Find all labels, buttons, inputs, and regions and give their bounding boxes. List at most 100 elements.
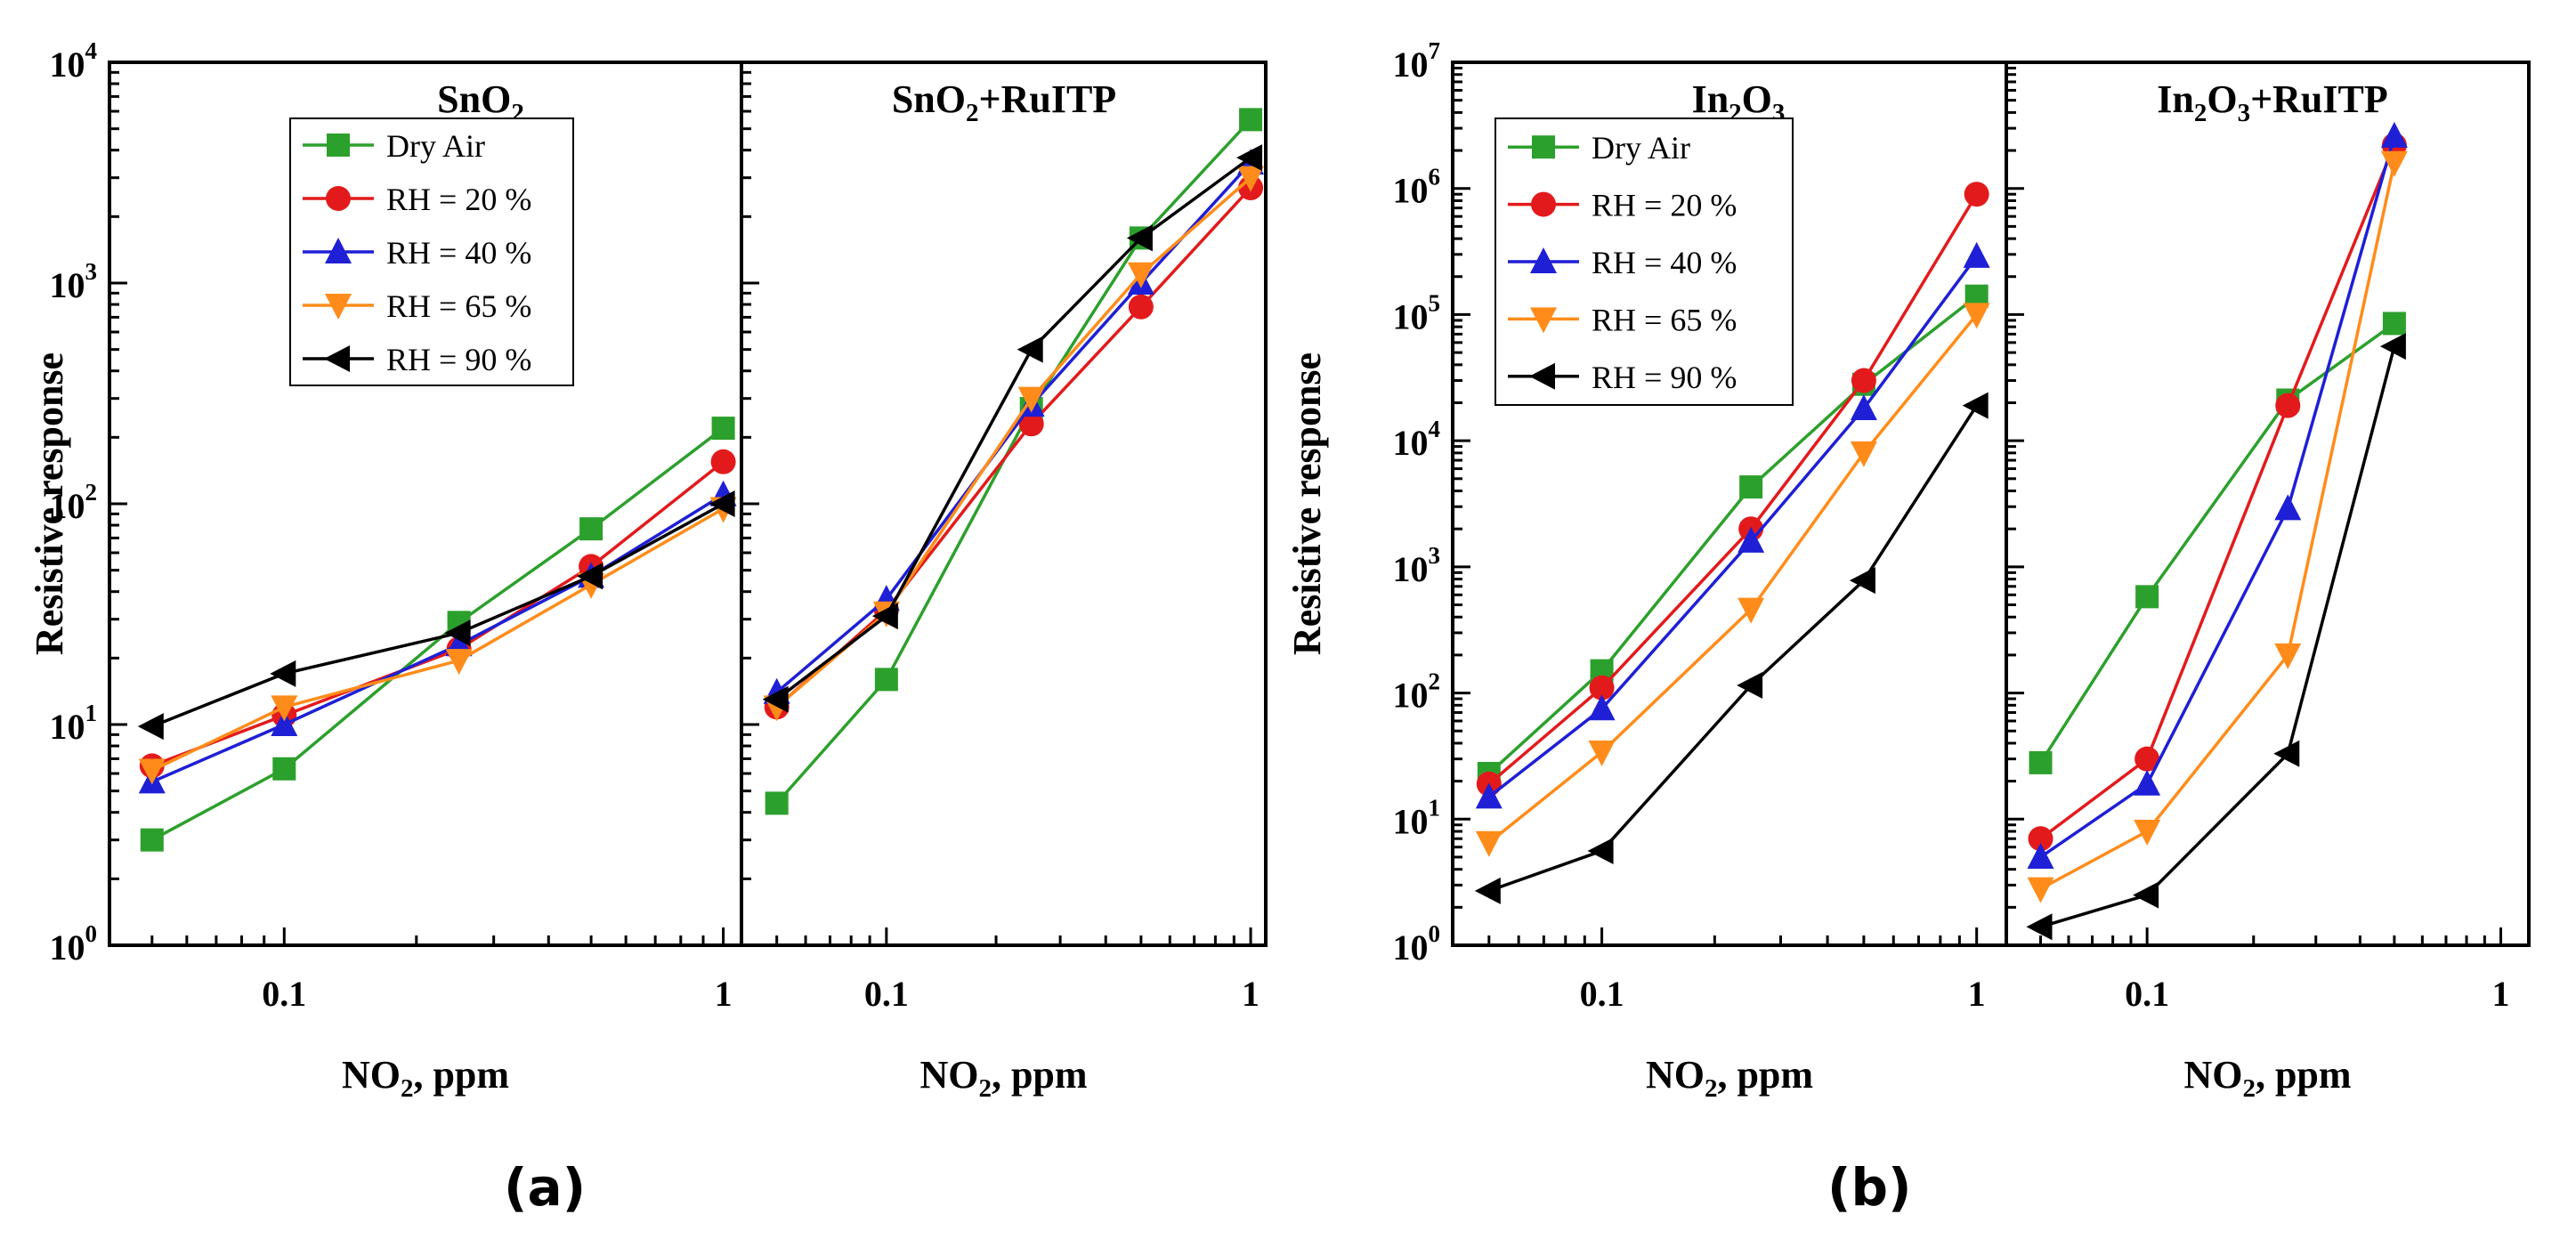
chart-panel-3: In2​O3​0.11100101102103104105106107NO2​,…	[1285, 37, 2008, 1103]
data-point	[445, 649, 473, 676]
y-tick-label: 100	[50, 920, 98, 968]
data-point	[1017, 336, 1043, 363]
data-point	[2134, 820, 2161, 846]
data-point	[1239, 108, 1263, 132]
data-point	[577, 563, 603, 590]
legend-label: Dry Air	[386, 128, 485, 164]
data-point	[1963, 241, 1990, 268]
data-point	[1737, 671, 1763, 699]
data-point	[1738, 597, 1765, 624]
x-axis-label: NO2​, ppm	[1646, 1053, 1813, 1103]
data-point	[1588, 740, 1616, 766]
legend-marker	[326, 186, 351, 211]
legend-entry: RH = 20 %	[303, 182, 531, 217]
data-point	[1236, 144, 1263, 172]
legend: Dry Air RH = 20 % RH = 40 % RH = 65 % RH = 9…	[289, 117, 574, 386]
data-point	[1850, 441, 1877, 467]
data-point	[272, 757, 296, 781]
y-tick-label: 107	[1393, 37, 1441, 85]
y-tick-label: 105	[1393, 289, 1441, 336]
data-point	[1739, 475, 1763, 499]
x-tick-label: 1	[2492, 974, 2510, 1014]
series-rh-40	[2027, 121, 2408, 869]
plot-frame	[740, 61, 1268, 947]
data-point	[2380, 150, 2408, 177]
y-axis-label: Resistive response	[28, 352, 71, 655]
y-tick-label: 103	[50, 258, 98, 305]
data-point	[140, 828, 164, 852]
series-line	[150, 426, 725, 842]
y-tick-label: 100	[1393, 920, 1441, 968]
data-point	[2134, 769, 2161, 796]
x-tick-label: 0.1	[864, 974, 909, 1014]
legend-entry: RH = 65 %	[1508, 302, 1737, 337]
data-point	[711, 417, 735, 441]
series-rh-90	[1474, 392, 1989, 904]
legend-label: RH = 20 %	[1592, 188, 1737, 223]
data-point	[2027, 877, 2054, 903]
series-line	[151, 460, 725, 768]
data-point	[1237, 166, 1265, 192]
legend-label: RH = 40 %	[1592, 245, 1737, 280]
data-point	[2027, 842, 2054, 869]
data-point	[765, 791, 789, 815]
series-line	[2039, 144, 2396, 840]
data-point	[1588, 694, 1616, 721]
legend-marker	[1530, 247, 1557, 273]
data-point	[1589, 675, 1615, 700]
plot-frame	[2005, 61, 2531, 947]
series-dry-air	[2029, 312, 2406, 774]
legend-marker	[325, 238, 352, 263]
series-rh-90	[2026, 333, 2406, 941]
data-point	[138, 758, 166, 785]
data-point	[1475, 830, 1503, 857]
data-point	[1018, 411, 1044, 437]
y-tick-label: 104	[50, 37, 98, 85]
series-dry-air	[765, 108, 1263, 815]
y-tick-label: 101	[1393, 794, 1441, 841]
data-point	[2273, 740, 2300, 767]
x-tick-label: 1	[1968, 974, 1986, 1014]
series-line	[151, 502, 725, 728]
series-line	[2039, 135, 2396, 859]
y-tick-label: 106	[1393, 164, 1441, 211]
data-point	[874, 668, 898, 692]
series-rh-65	[2027, 150, 2408, 903]
series-line	[2039, 322, 2395, 764]
series-line	[2039, 162, 2396, 891]
chart-panel-4: In2​O3​+RuITP 0.1 1 NO2​, ppm	[2005, 61, 2531, 1103]
y-tick-label: 102	[1393, 668, 1441, 716]
x-tick-label: 0.1	[2125, 974, 2169, 1014]
data-point	[2274, 643, 2302, 669]
x-tick-label: 0.1	[262, 974, 306, 1014]
legend-label: RH = 90 %	[386, 342, 531, 377]
legend-marker	[1529, 362, 1555, 390]
legend-label: RH = 90 %	[1592, 360, 1737, 395]
data-point	[1850, 393, 1877, 420]
x-tick-label: 1	[1242, 974, 1260, 1014]
data-point	[762, 685, 789, 713]
data-point	[1127, 262, 1154, 288]
y-tick-label: 104	[1393, 416, 1441, 463]
x-tick-label: 0.1	[1580, 974, 1624, 1014]
series-line	[775, 118, 1252, 805]
y-tick-label: 102	[50, 479, 98, 526]
series-rh-65	[1475, 303, 1990, 857]
data-point	[2274, 494, 2302, 521]
legend-entry: RH = 40 %	[1508, 245, 1737, 280]
series-rh-90	[762, 144, 1263, 713]
chart-panel-2: SnO2​+RuITP 0.1 1 NO2​, ppm	[740, 61, 1268, 1103]
x-axis-label: NO2​, ppm	[2183, 1053, 2351, 1103]
x-axis-label: NO2​, ppm	[342, 1053, 509, 1103]
legend-entry: Dry Air	[303, 128, 485, 164]
data-point	[579, 517, 603, 541]
data-point	[709, 490, 735, 517]
data-point	[2135, 585, 2159, 609]
series-rh-90	[137, 490, 735, 741]
data-point	[2379, 333, 2406, 360]
data-point	[2029, 750, 2053, 774]
data-point	[137, 713, 164, 741]
data-point	[1963, 303, 1990, 329]
series-line	[2040, 345, 2396, 928]
